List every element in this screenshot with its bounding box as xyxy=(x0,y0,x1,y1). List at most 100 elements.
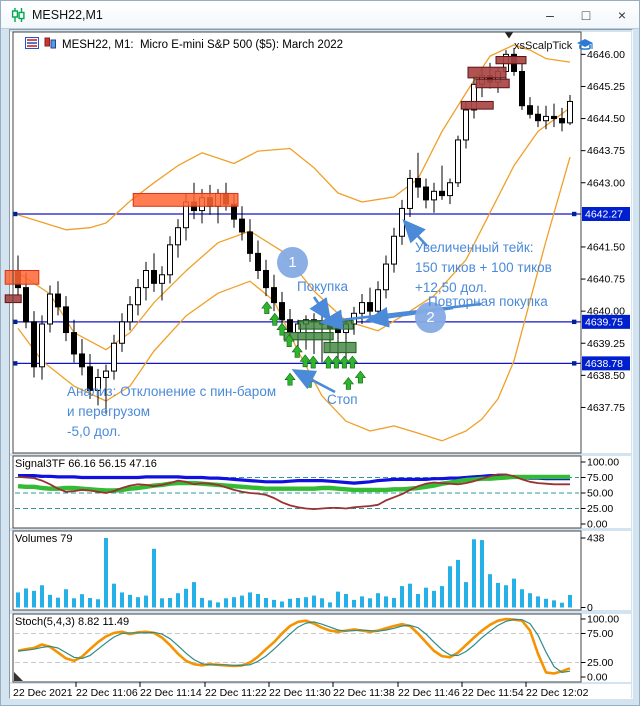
volume-bar xyxy=(352,599,356,608)
volume-bar xyxy=(64,589,68,608)
volume-bar xyxy=(256,594,260,608)
volume-bar xyxy=(560,602,564,608)
volume-bar xyxy=(272,599,276,608)
svg-text:22 Dec 2021: 22 Dec 2021 xyxy=(13,687,73,699)
candle xyxy=(135,279,141,316)
volume-bar xyxy=(160,598,164,608)
volume-bar xyxy=(496,582,500,608)
candle xyxy=(431,182,437,213)
annotation-stop: Стоп xyxy=(327,392,358,407)
buy-arrow-icon xyxy=(307,355,319,369)
svg-text:4642.27: 4642.27 xyxy=(585,209,623,221)
candle xyxy=(543,105,549,130)
candle xyxy=(79,338,85,376)
volume-bar xyxy=(216,602,220,608)
minimize-button[interactable]: – xyxy=(546,7,554,23)
candle xyxy=(167,236,173,284)
volumes-panel: 438 0 xyxy=(16,533,605,614)
stochastic-label: Stoch(5,4,3) 8.82 11.49 xyxy=(15,616,130,628)
stochastic-main-line xyxy=(17,617,571,675)
volume-bar xyxy=(264,597,268,608)
volume-bar xyxy=(96,599,100,608)
candle xyxy=(39,315,45,380)
chart-header: MESH22, M1: Micro E-mini S&P 500 ($5): M… xyxy=(25,36,343,54)
volume-bar xyxy=(336,591,340,608)
volume-bar xyxy=(368,598,372,608)
svg-text:4638.78: 4638.78 xyxy=(585,358,623,370)
volume-bar xyxy=(168,597,172,608)
candle xyxy=(255,240,261,280)
window-title: MESH22,M1 xyxy=(32,7,103,22)
resistance-zone xyxy=(495,55,527,65)
volumes-label: Volumes 79 xyxy=(15,533,73,545)
data-window-icon[interactable] xyxy=(44,36,57,54)
resistance-zone xyxy=(467,66,507,79)
signal3tf-red-line xyxy=(17,473,570,511)
volume-bar xyxy=(248,592,252,608)
candle xyxy=(407,169,413,217)
scroll-corner-icon xyxy=(14,672,23,681)
level-price-tag xyxy=(582,314,630,329)
level-price-tag xyxy=(582,207,630,221)
volume-bar xyxy=(448,566,452,608)
close-button[interactable]: × xyxy=(617,7,627,23)
volume-bar xyxy=(376,593,380,608)
annotation-analysis: Анализ: Отклонение с пин-баром и перегру… xyxy=(67,382,276,442)
graduation-cap-icon xyxy=(575,37,595,55)
volume-bar xyxy=(360,596,364,608)
svg-text:4643.00: 4643.00 xyxy=(587,177,625,189)
svg-text:4639.75: 4639.75 xyxy=(585,316,623,328)
annotation-marker-1: 1 xyxy=(277,247,308,278)
volume-bar xyxy=(424,587,428,608)
horizontal-levels-layer xyxy=(13,211,581,366)
markers-layer xyxy=(14,32,513,681)
volume-bar xyxy=(72,598,76,608)
price-scale: 4646.00 4645.25 4644.50 4643.75 4643.00 4641.… xyxy=(581,49,630,414)
candle xyxy=(247,219,253,262)
resistance-zone xyxy=(460,100,494,110)
svg-text:22 Dec 11:06: 22 Dec 11:06 xyxy=(76,687,138,699)
volume-bar xyxy=(200,597,204,608)
svg-text:50.00: 50.00 xyxy=(587,488,613,500)
resistance-zone xyxy=(4,269,40,285)
candlestick-icon xyxy=(10,7,26,23)
candle xyxy=(263,259,269,297)
svg-text:4640.00: 4640.00 xyxy=(587,306,625,318)
volume-bar xyxy=(384,596,388,608)
annotation-take-line1: Увеличенный тейк: xyxy=(415,240,534,255)
volume-bar xyxy=(544,598,548,608)
volume-bar xyxy=(288,598,292,608)
candle xyxy=(95,368,101,406)
volume-bar xyxy=(40,585,44,608)
volume-bar xyxy=(176,593,180,608)
buy-arrow-icon xyxy=(354,370,367,384)
buy-arrow-icon xyxy=(261,301,273,315)
volume-bar xyxy=(152,548,156,608)
svg-text:4641.50: 4641.50 xyxy=(587,241,625,253)
svg-text:25.00: 25.00 xyxy=(587,657,613,669)
panel-borders xyxy=(12,31,582,683)
svg-text:4644.50: 4644.50 xyxy=(587,113,625,125)
candle xyxy=(447,178,453,205)
volume-bar xyxy=(144,595,148,608)
volume-bar xyxy=(184,588,188,608)
market-watch-icon[interactable] xyxy=(25,36,39,54)
volume-bar xyxy=(464,582,468,608)
volume-bar xyxy=(408,583,412,608)
maximize-button[interactable]: □ xyxy=(581,7,591,23)
volume-bar xyxy=(48,594,52,608)
svg-text:22 Dec 11:14: 22 Dec 11:14 xyxy=(140,687,202,699)
volume-bar xyxy=(32,590,36,608)
candle xyxy=(119,313,125,352)
svg-text:4645.25: 4645.25 xyxy=(587,81,625,93)
time-axis: 22 Dec 2021 22 Dec 11:06 22 Dec 11:14 22 De… xyxy=(13,682,589,699)
volume-bar xyxy=(192,582,196,608)
signal3tf-panel: 100.00 75.00 50.00 25.00 0.00 xyxy=(15,457,619,531)
buy-arrow-icon xyxy=(342,377,355,390)
volume-bar xyxy=(104,538,108,608)
candle xyxy=(383,255,389,299)
volume-bar xyxy=(328,602,332,608)
volume-bar xyxy=(80,594,84,608)
annotation-analysis-line3: -5,0 дол. xyxy=(67,424,121,439)
